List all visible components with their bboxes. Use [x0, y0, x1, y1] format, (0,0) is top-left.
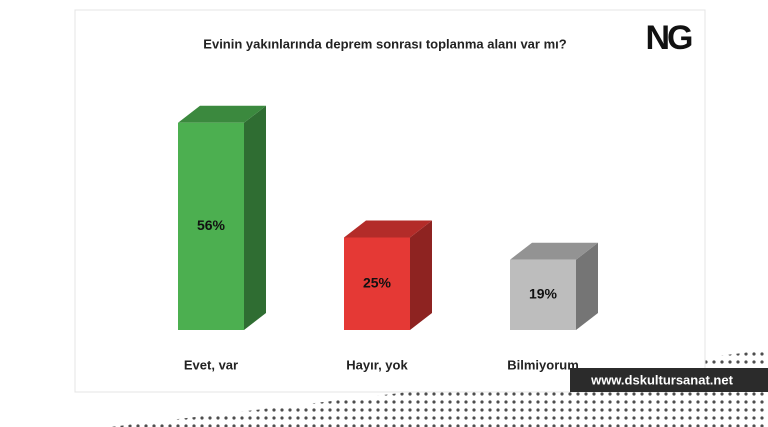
x-tick-label: Evet, var [184, 357, 238, 372]
chart-title: Evinin yakınlarında deprem sonrası topla… [203, 36, 566, 51]
value-label: 56% [197, 217, 226, 233]
bar-top [344, 220, 432, 238]
x-tick-label: Hayır, yok [346, 357, 408, 372]
logo: NG [646, 19, 693, 57]
bar-side [410, 220, 432, 330]
bar-top [510, 242, 598, 260]
watermark-box [570, 368, 768, 392]
bar-side [244, 105, 266, 330]
value-label: 25% [363, 274, 392, 290]
bar-top [178, 105, 266, 123]
chart-panel [74, 9, 706, 393]
bar-side [576, 242, 598, 330]
bar-front [344, 237, 410, 330]
bar [510, 242, 598, 330]
x-tick-label: Bilmiyorum [507, 357, 579, 372]
bar [344, 220, 432, 330]
bar-front [510, 259, 576, 330]
value-label: 19% [529, 286, 558, 302]
watermark: www.dskultursanat.net [590, 372, 733, 387]
bar [178, 105, 266, 330]
bar-front [178, 122, 244, 330]
